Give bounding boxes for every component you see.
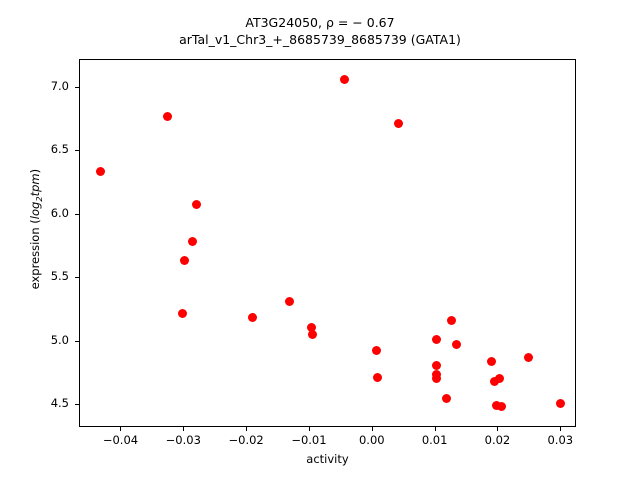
data-point — [431, 361, 441, 371]
data-point — [494, 374, 504, 384]
y-tick-mark — [75, 86, 79, 88]
y-tick-mark — [75, 404, 79, 406]
y-tick-mark — [75, 213, 79, 215]
y-axis-label-log: log — [27, 201, 42, 220]
x-tick-mark — [246, 427, 248, 431]
data-point — [163, 111, 173, 121]
chart-title-line-2: arTal_v1_Chr3_+_8685739_8685739 (GATA1) — [179, 32, 461, 47]
y-tick-label: 6.5 — [50, 142, 69, 157]
data-point — [451, 339, 461, 349]
x-tick-mark — [371, 427, 373, 431]
x-tick-mark — [497, 427, 499, 431]
x-tick-mark — [560, 427, 562, 431]
data-point — [431, 334, 441, 344]
data-point — [487, 357, 497, 367]
data-point — [489, 376, 499, 386]
y-axis-label-suffix: ) — [27, 168, 42, 174]
data-point — [372, 372, 382, 382]
y-axis-label-subscript: 2 — [34, 196, 45, 202]
y-tick-label: 5.5 — [50, 269, 69, 284]
data-point — [372, 346, 382, 356]
y-tick-label: 4.5 — [50, 396, 69, 411]
x-tick-label: 0.01 — [421, 433, 448, 447]
data-point — [492, 400, 502, 410]
y-tick-mark — [75, 340, 79, 342]
chart-title: AT3G24050, ρ = − 0.67 arTal_v1_Chr3_+_86… — [0, 14, 640, 48]
data-point — [556, 399, 566, 409]
y-axis-label-tpm: tpm — [27, 173, 42, 197]
x-tick-label: 0.02 — [484, 433, 511, 447]
x-tick-label: 0.00 — [358, 433, 385, 447]
data-points-layer — [80, 60, 575, 426]
x-axis-label: activity — [306, 452, 349, 466]
data-point — [524, 353, 534, 363]
data-point — [446, 316, 456, 326]
plot-area — [79, 59, 576, 427]
data-point — [307, 323, 317, 333]
data-point — [285, 296, 295, 306]
x-tick-mark — [120, 427, 122, 431]
data-point — [191, 199, 201, 209]
y-tick-mark — [75, 150, 79, 152]
data-point — [177, 308, 187, 318]
x-tick-label: −0.03 — [165, 433, 201, 447]
y-tick-label: 6.0 — [50, 205, 69, 220]
x-tick-mark — [434, 427, 436, 431]
data-point — [340, 74, 350, 84]
data-point — [187, 236, 197, 246]
data-point — [307, 330, 317, 340]
y-axis-label: expression (log2tpm) — [28, 99, 44, 359]
y-axis-label-prefix: expression ( — [27, 219, 42, 290]
x-tick-label: 0.03 — [547, 433, 574, 447]
x-tick-label: −0.02 — [228, 433, 264, 447]
x-tick-label: −0.04 — [102, 433, 139, 447]
data-point — [247, 312, 257, 322]
data-point — [96, 166, 106, 176]
data-point — [442, 393, 452, 403]
data-point — [394, 119, 404, 129]
x-tick-label: −0.01 — [291, 433, 327, 447]
y-tick-label: 7.0 — [50, 78, 69, 93]
chart-title-line-1: AT3G24050, ρ = − 0.67 — [245, 15, 395, 30]
y-tick-label: 5.0 — [50, 332, 69, 347]
y-tick-mark — [75, 277, 79, 279]
x-tick-mark — [183, 427, 185, 431]
x-tick-mark — [308, 427, 310, 431]
data-point — [179, 255, 189, 265]
data-point — [431, 373, 441, 383]
data-point — [497, 402, 507, 412]
